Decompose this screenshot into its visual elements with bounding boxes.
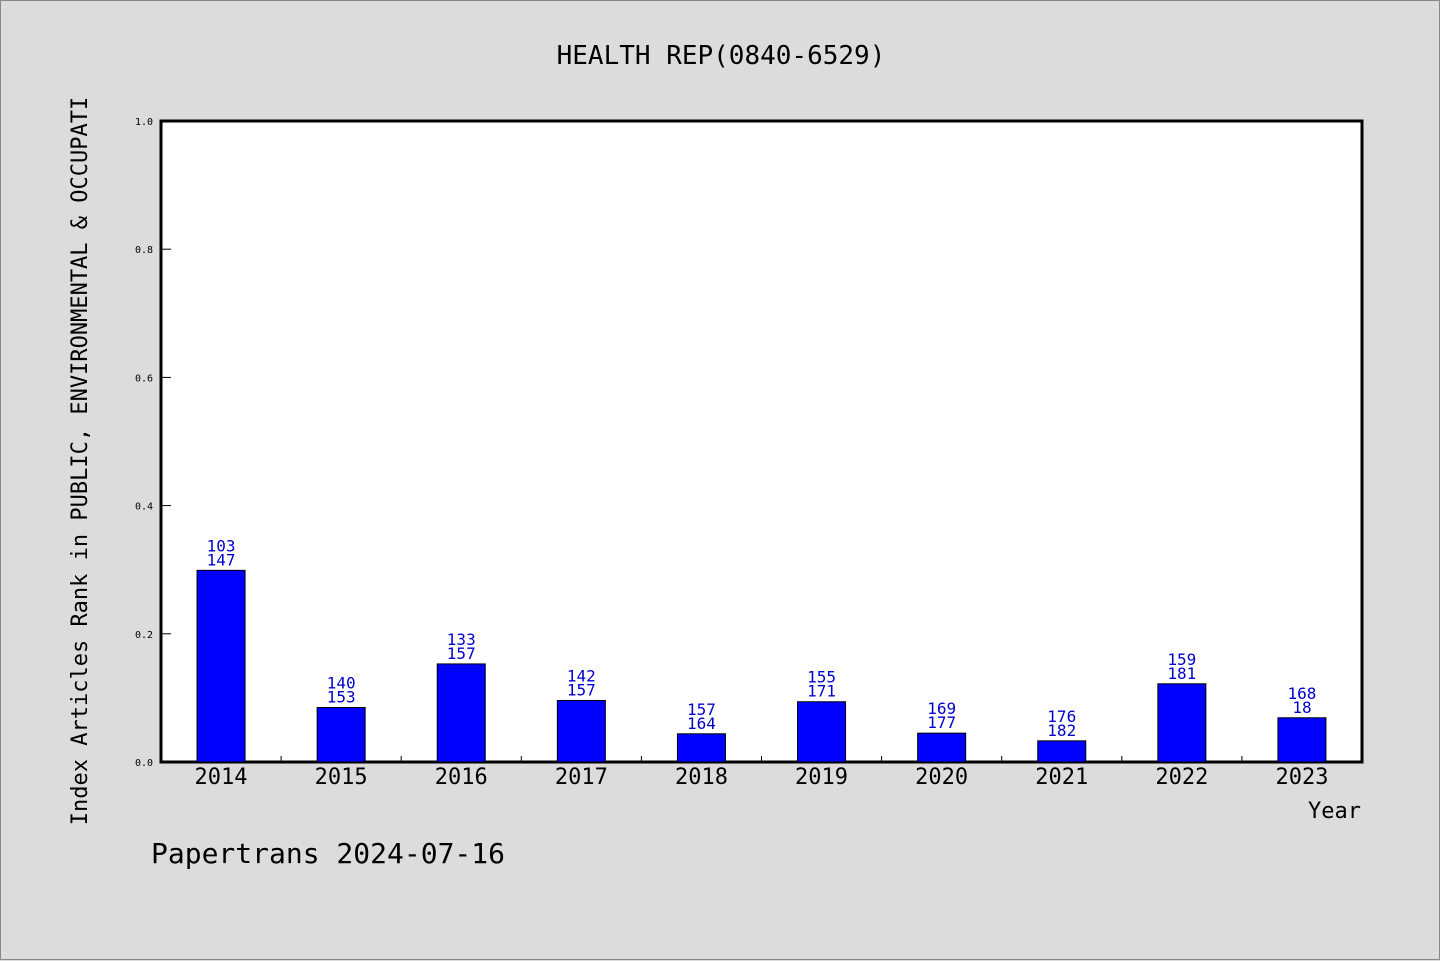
x-axis-ticks: 2014 2015 2016 2017 2018 2019 2020 2021 2022 2023 bbox=[195, 756, 1328, 790]
x-tick-label: 2020 bbox=[915, 765, 968, 790]
data-label-top: 169 bbox=[927, 699, 956, 718]
bar-2020 bbox=[917, 732, 967, 763]
x-tick-label: 2019 bbox=[795, 765, 848, 790]
data-label-top: 168 bbox=[1287, 684, 1316, 703]
data-label-top: 133 bbox=[447, 630, 476, 649]
bar-2017 bbox=[556, 699, 606, 763]
x-tick-label: 2017 bbox=[555, 765, 608, 790]
data-label-top: 159 bbox=[1167, 650, 1196, 669]
data-label-bottom: 164 bbox=[687, 714, 716, 733]
x-tick-label: 2016 bbox=[435, 765, 488, 790]
x-tick-label: 2022 bbox=[1155, 765, 1208, 790]
data-label-bottom: 147 bbox=[207, 550, 236, 569]
bar-2023 bbox=[1277, 717, 1327, 763]
y-tick-label: 0.4 bbox=[135, 502, 153, 513]
x-tick-label: 2021 bbox=[1035, 765, 1088, 790]
chart-title: HEALTH REP(0840-6529) bbox=[557, 41, 886, 71]
bar-2014 bbox=[196, 569, 246, 763]
data-label-bottom: 153 bbox=[327, 688, 356, 707]
data-label-top: 142 bbox=[567, 666, 596, 685]
x-axis-label: Year bbox=[1308, 799, 1361, 824]
x-tick-label: 2023 bbox=[1275, 765, 1328, 790]
bar-2022 bbox=[1157, 683, 1207, 763]
footer-text: Papertrans 2024-07-16 bbox=[151, 837, 505, 870]
bar-2021 bbox=[1037, 740, 1087, 763]
data-label-top: 155 bbox=[807, 668, 836, 687]
bars-group: 1031471401531331571421571571641551711691… bbox=[196, 536, 1327, 763]
data-label-bottom: 18 bbox=[1292, 698, 1311, 717]
data-label-bottom: 181 bbox=[1167, 664, 1196, 683]
data-label-top: 140 bbox=[327, 674, 356, 693]
y-tick-label: 1.0 bbox=[135, 117, 153, 128]
plot-area bbox=[159, 119, 1364, 764]
bar-2018 bbox=[676, 733, 726, 763]
data-label-bottom: 182 bbox=[1047, 721, 1076, 740]
bar-2019 bbox=[797, 701, 847, 763]
y-axis-ticks: 0.0 0.2 0.4 0.6 0.8 1.0 bbox=[135, 117, 171, 769]
x-tick-label: 2015 bbox=[315, 765, 368, 790]
bar-2015 bbox=[316, 707, 366, 763]
x-tick-label: 2014 bbox=[195, 765, 248, 790]
y-axis-label: Index Articles Rank in PUBLIC, ENVIRONME… bbox=[68, 97, 93, 825]
data-label-top: 176 bbox=[1047, 707, 1076, 726]
x-tick-label: 2018 bbox=[675, 765, 728, 790]
data-label-bottom: 157 bbox=[447, 644, 476, 663]
data-label-top: 103 bbox=[207, 536, 236, 555]
data-label-bottom: 177 bbox=[927, 713, 956, 732]
y-tick-label: 0.2 bbox=[135, 630, 153, 641]
y-tick-label: 0.0 bbox=[135, 758, 153, 769]
data-label-bottom: 171 bbox=[807, 682, 836, 701]
y-tick-label: 0.8 bbox=[135, 245, 153, 256]
data-label-top: 157 bbox=[687, 700, 716, 719]
y-tick-label: 0.6 bbox=[135, 373, 153, 384]
data-label-bottom: 157 bbox=[567, 680, 596, 699]
bar-2016 bbox=[436, 663, 486, 763]
